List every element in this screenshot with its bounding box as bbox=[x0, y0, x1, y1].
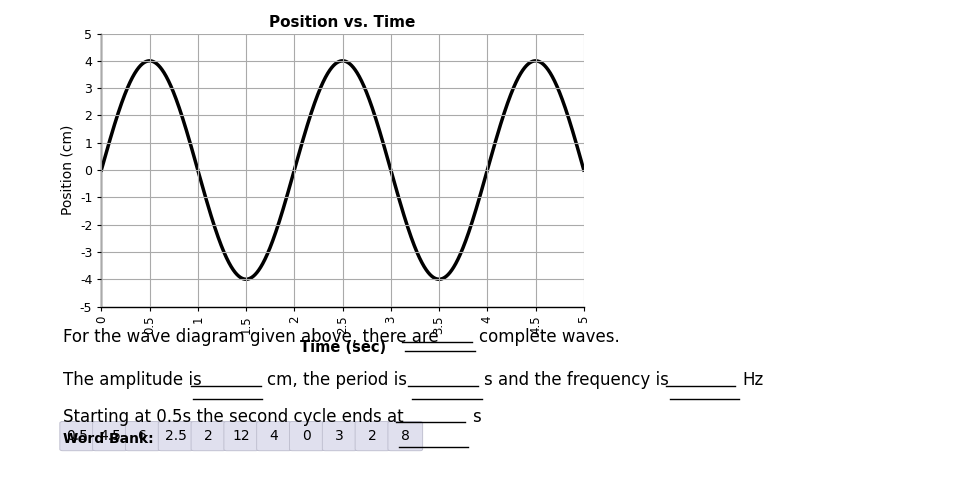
Text: 3: 3 bbox=[335, 429, 345, 443]
Text: 0: 0 bbox=[302, 429, 312, 443]
Text: The amplitude is: The amplitude is bbox=[63, 371, 202, 389]
Text: 8: 8 bbox=[400, 429, 410, 443]
Text: 12: 12 bbox=[233, 429, 250, 443]
Text: s: s bbox=[472, 408, 481, 426]
Text: 2: 2 bbox=[204, 429, 213, 443]
Text: Hz: Hz bbox=[742, 371, 763, 389]
Text: 4: 4 bbox=[269, 429, 279, 443]
X-axis label: Time (sec): Time (sec) bbox=[299, 340, 386, 355]
Text: 2.5: 2.5 bbox=[165, 429, 186, 443]
Text: cm, the period is: cm, the period is bbox=[267, 371, 407, 389]
Text: For the wave diagram given above, there are: For the wave diagram given above, there … bbox=[63, 328, 438, 346]
Title: Position vs. Time: Position vs. Time bbox=[269, 14, 416, 30]
Text: 2: 2 bbox=[368, 429, 377, 443]
Text: 4.5: 4.5 bbox=[99, 429, 121, 443]
Text: Starting at 0.5s the second cycle ends at: Starting at 0.5s the second cycle ends a… bbox=[63, 408, 403, 426]
Text: 6: 6 bbox=[138, 429, 148, 443]
Text: Word Bank:: Word Bank: bbox=[63, 432, 153, 446]
Text: 0.5: 0.5 bbox=[67, 429, 88, 443]
Y-axis label: Position (cm): Position (cm) bbox=[60, 125, 74, 215]
Text: complete waves.: complete waves. bbox=[479, 328, 620, 346]
Text: s and the frequency is: s and the frequency is bbox=[484, 371, 670, 389]
